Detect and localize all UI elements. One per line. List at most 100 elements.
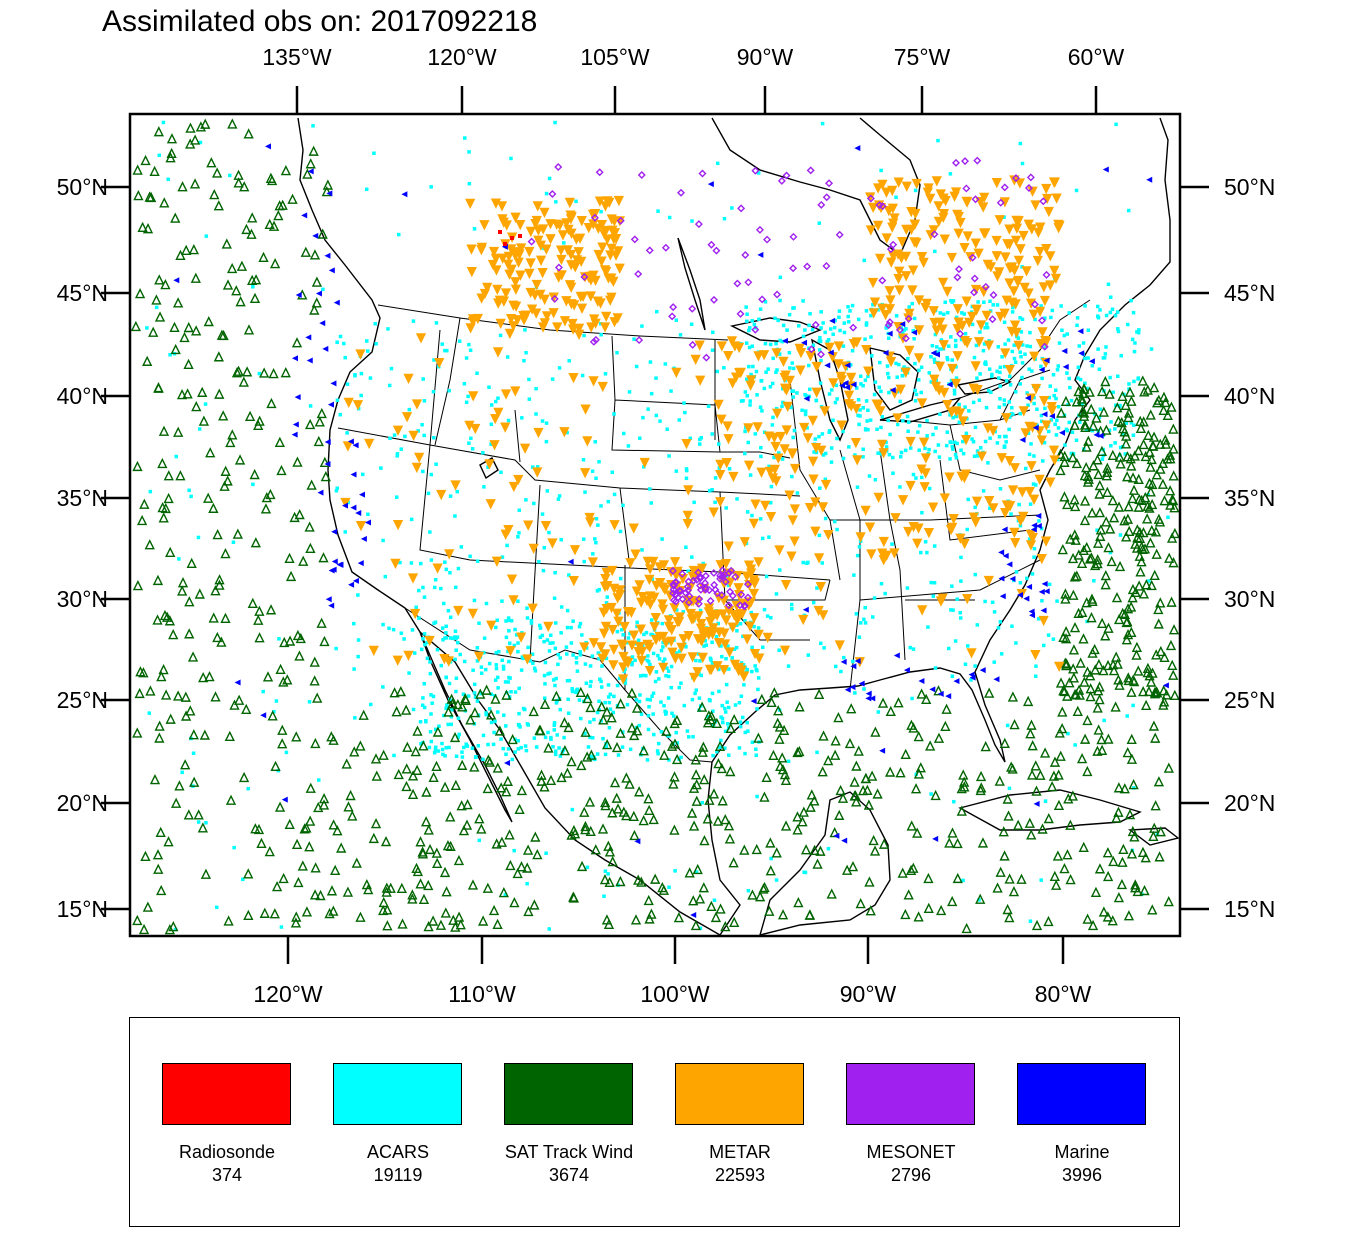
obs-marker xyxy=(835,371,847,383)
obs-marker xyxy=(351,857,362,868)
obs-marker xyxy=(769,432,780,444)
obs-marker xyxy=(817,434,821,439)
obs-marker xyxy=(328,267,335,274)
obs-marker xyxy=(530,831,541,842)
obs-marker xyxy=(844,737,856,749)
obs-marker xyxy=(473,695,478,699)
obs-marker xyxy=(868,418,873,422)
obs-marker xyxy=(554,701,559,705)
obs-marker xyxy=(835,436,839,441)
obs-marker xyxy=(1126,626,1137,638)
obs-marker xyxy=(881,187,892,198)
obs-marker xyxy=(608,707,613,711)
obs-marker xyxy=(712,246,721,255)
obs-marker xyxy=(600,621,612,632)
obs-marker xyxy=(522,654,533,665)
obs-marker xyxy=(484,601,489,606)
obs-marker xyxy=(621,730,625,734)
obs-marker xyxy=(674,469,679,473)
obs-marker xyxy=(646,654,650,658)
obs-marker xyxy=(841,456,846,461)
obs-marker xyxy=(510,236,514,240)
obs-marker xyxy=(1000,183,1009,192)
obs-marker xyxy=(723,729,728,734)
obs-marker xyxy=(1062,363,1069,370)
obs-marker xyxy=(1080,421,1091,433)
obs-marker xyxy=(1041,420,1052,431)
obs-marker xyxy=(532,849,543,860)
obs-marker xyxy=(336,842,347,853)
obs-marker xyxy=(628,630,639,641)
obs-marker xyxy=(1085,690,1096,702)
obs-marker xyxy=(1129,298,1133,303)
obs-marker xyxy=(820,121,825,126)
obs-marker xyxy=(544,851,548,855)
obs-marker xyxy=(428,671,433,676)
obs-marker xyxy=(995,369,999,374)
obs-marker xyxy=(1147,904,1158,915)
obs-marker xyxy=(1026,431,1031,436)
obs-marker xyxy=(1062,498,1073,510)
obs-marker xyxy=(1008,383,1013,387)
obs-marker xyxy=(830,735,841,746)
obs-marker xyxy=(994,215,1005,226)
obs-marker xyxy=(516,649,520,654)
obs-marker xyxy=(1093,658,1105,670)
obs-marker xyxy=(921,298,932,309)
obs-marker xyxy=(938,193,949,204)
obs-marker xyxy=(270,760,281,772)
obs-marker xyxy=(861,406,865,410)
obs-marker xyxy=(745,377,749,381)
obs-marker xyxy=(855,898,866,909)
obs-marker xyxy=(865,419,869,423)
obs-marker xyxy=(1028,344,1033,349)
obs-marker xyxy=(397,918,408,929)
obs-marker xyxy=(929,792,933,796)
obs-marker xyxy=(180,691,191,702)
obs-marker xyxy=(792,824,803,835)
obs-marker xyxy=(1021,266,1032,277)
obs-marker xyxy=(132,914,143,926)
obs-marker xyxy=(489,422,494,427)
obs-marker xyxy=(584,681,589,685)
obs-marker xyxy=(524,246,535,258)
obs-marker xyxy=(590,844,601,855)
obs-marker xyxy=(1049,315,1053,320)
obs-marker xyxy=(899,321,906,328)
obs-marker xyxy=(669,585,678,594)
obs-marker xyxy=(991,177,1002,189)
obs-marker xyxy=(474,813,485,824)
obs-marker xyxy=(1003,810,1014,821)
obs-marker xyxy=(1077,328,1084,335)
obs-marker xyxy=(900,374,905,378)
obs-marker xyxy=(322,179,334,190)
obs-marker xyxy=(642,632,646,637)
obs-marker xyxy=(689,576,698,585)
obs-marker xyxy=(1138,588,1149,599)
obs-marker xyxy=(314,416,325,427)
obs-marker xyxy=(801,299,805,303)
obs-marker xyxy=(867,474,872,478)
obs-marker xyxy=(745,564,757,575)
obs-marker xyxy=(641,673,646,678)
obs-marker xyxy=(543,735,548,740)
obs-marker xyxy=(180,770,184,775)
obs-marker xyxy=(513,627,517,632)
obs-marker xyxy=(1115,310,1120,314)
obs-marker xyxy=(952,158,960,167)
obs-marker xyxy=(1026,769,1038,780)
obs-marker xyxy=(884,440,888,445)
obs-marker xyxy=(533,235,544,246)
obs-marker xyxy=(760,409,764,413)
obs-marker xyxy=(708,656,713,661)
obs-marker xyxy=(660,637,672,649)
obs-marker xyxy=(1148,830,1159,842)
obs-marker xyxy=(688,436,693,441)
obs-marker xyxy=(866,549,877,560)
obs-marker xyxy=(340,497,351,509)
obs-marker xyxy=(749,372,753,377)
obs-marker xyxy=(811,387,822,398)
obs-marker xyxy=(307,168,314,175)
obs-marker xyxy=(483,754,494,765)
obs-marker xyxy=(342,441,354,452)
